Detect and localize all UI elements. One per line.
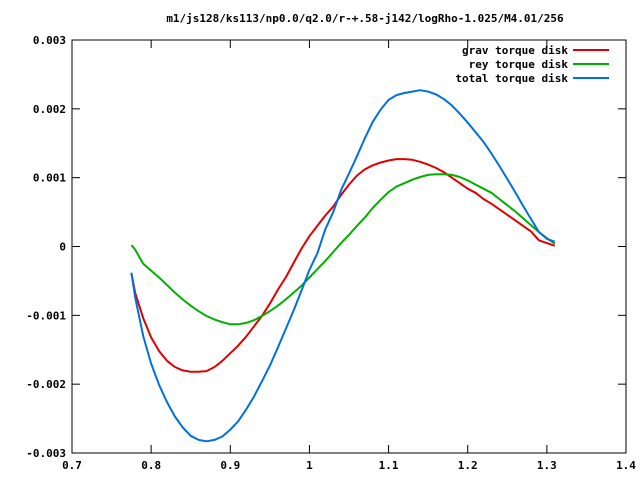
- y-tick-label-4: 0.001: [33, 172, 66, 185]
- y-tick-label-5: 0.002: [33, 103, 66, 116]
- y-tick-label-0: -0.003: [26, 447, 66, 460]
- x-axis: 0.7 0.8 0.9 1 1.1 1.2 1.3 1.4: [62, 40, 636, 472]
- chart-title: m1/js128/ks113/np0.0/q2.0/r-+.58-j142/lo…: [166, 12, 564, 25]
- x-tick-label-0: 0.7: [62, 459, 82, 472]
- x-tick-label-2: 0.9: [220, 459, 240, 472]
- legend-label-2: total torque disk: [455, 72, 568, 85]
- x-tick-label-4: 1.1: [379, 459, 399, 472]
- y-tick-label-2: -0.001: [26, 309, 66, 322]
- x-tick-label-3: 1: [306, 459, 313, 472]
- series-line-2: [130, 89, 556, 443]
- y-tick-label-3: 0: [59, 241, 66, 254]
- y-tick-label-1: -0.002: [26, 378, 66, 391]
- plot-frame: [71, 39, 627, 454]
- x-tick-label-6: 1.3: [537, 459, 557, 472]
- x-tick-label-1: 0.8: [141, 459, 161, 472]
- series-lines: [130, 89, 556, 443]
- x-tick-label-7: 1.4: [616, 459, 636, 472]
- series-line-1: [130, 173, 556, 326]
- x-tick-label-5: 1.2: [458, 459, 478, 472]
- legend-label-1: rey torque disk: [469, 58, 569, 71]
- y-axis: -0.003 -0.002 -0.001 0 0.001 0.002 0.003: [26, 34, 626, 460]
- legend-label-0: grav torque disk: [462, 44, 568, 57]
- series-line-0: [130, 158, 556, 373]
- y-tick-label-6: 0.003: [33, 34, 66, 47]
